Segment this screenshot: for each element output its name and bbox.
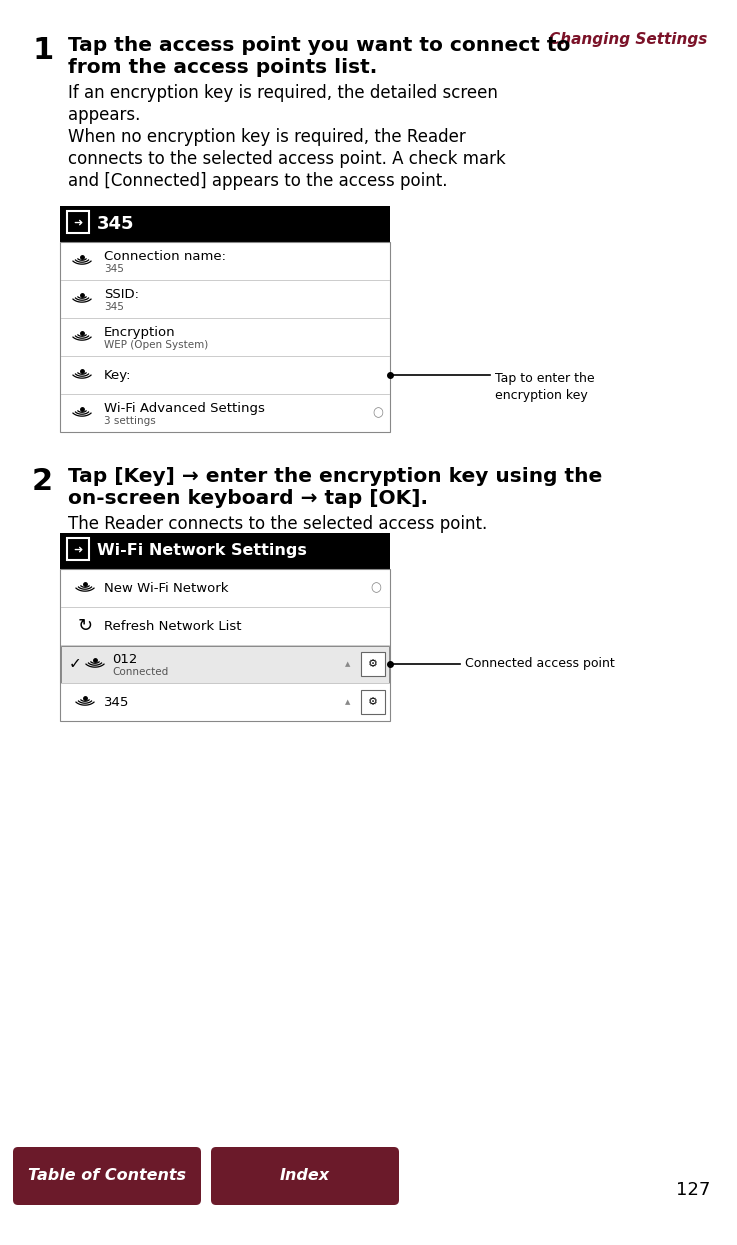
Text: ➜: ➜ [73,545,83,555]
Text: Connected access point: Connected access point [465,657,615,671]
Text: Encryption: Encryption [104,326,175,339]
FancyBboxPatch shape [361,690,385,713]
Text: If an encryption key is required, the detailed screen: If an encryption key is required, the de… [68,83,498,102]
Text: appears.: appears. [68,106,140,124]
Text: Changing Settings: Changing Settings [548,32,707,47]
Text: Table of Contents: Table of Contents [28,1169,186,1184]
Text: ➜: ➜ [73,218,83,228]
Text: WEP (Open System): WEP (Open System) [104,340,209,350]
Text: 1: 1 [32,36,53,65]
Text: ⚙: ⚙ [368,697,378,707]
Bar [60,533,390,569]
Text: ○: ○ [373,407,383,420]
Text: 345: 345 [104,696,130,708]
Text: ▲: ▲ [346,661,351,667]
Bar [60,242,390,432]
Text: ↻: ↻ [77,618,93,635]
Text: on-screen keyboard → tap [OK].: on-screen keyboard → tap [OK]. [68,489,428,508]
Text: and [Connected] appears to the access point.: and [Connected] appears to the access po… [68,172,447,190]
FancyBboxPatch shape [361,652,385,676]
Text: ⚙: ⚙ [368,659,378,669]
Text: The Reader connects to the selected access point.: The Reader connects to the selected acce… [68,515,487,533]
Text: When no encryption key is required, the Reader: When no encryption key is required, the … [68,128,466,146]
Text: Connection name:: Connection name: [104,250,226,263]
Text: from the access points list.: from the access points list. [68,59,377,77]
Bar [61,645,389,682]
Text: Refresh Network List: Refresh Network List [104,620,242,632]
FancyBboxPatch shape [211,1147,399,1205]
FancyBboxPatch shape [13,1147,201,1205]
Text: New Wi-Fi Network: New Wi-Fi Network [104,581,228,595]
Text: Tap [Key] → enter the encryption key using the: Tap [Key] → enter the encryption key usi… [68,467,602,486]
Text: 127: 127 [676,1182,710,1199]
Text: 345: 345 [97,215,134,233]
Text: Index: Index [280,1169,330,1184]
Text: Tap to enter the
encryption key: Tap to enter the encryption key [495,372,595,402]
Text: ▲: ▲ [346,698,351,705]
Text: 345: 345 [104,264,124,274]
Text: ○: ○ [371,581,382,595]
Text: 3 settings: 3 settings [104,416,156,426]
Text: 012: 012 [112,652,137,666]
Text: Wi-Fi Network Settings: Wi-Fi Network Settings [97,544,307,559]
Text: Key:: Key: [104,369,131,381]
Text: Wi-Fi Advanced Settings: Wi-Fi Advanced Settings [104,402,265,415]
Bar [60,205,390,242]
Text: 2: 2 [32,467,53,496]
Bar [60,569,390,721]
Text: Connected: Connected [112,666,168,676]
Text: 345: 345 [104,301,124,311]
Text: SSID:: SSID: [104,288,139,301]
Text: ✓: ✓ [69,656,81,671]
Text: Tap the access point you want to connect to: Tap the access point you want to connect… [68,36,570,55]
Text: connects to the selected access point. A check mark: connects to the selected access point. A… [68,149,506,168]
